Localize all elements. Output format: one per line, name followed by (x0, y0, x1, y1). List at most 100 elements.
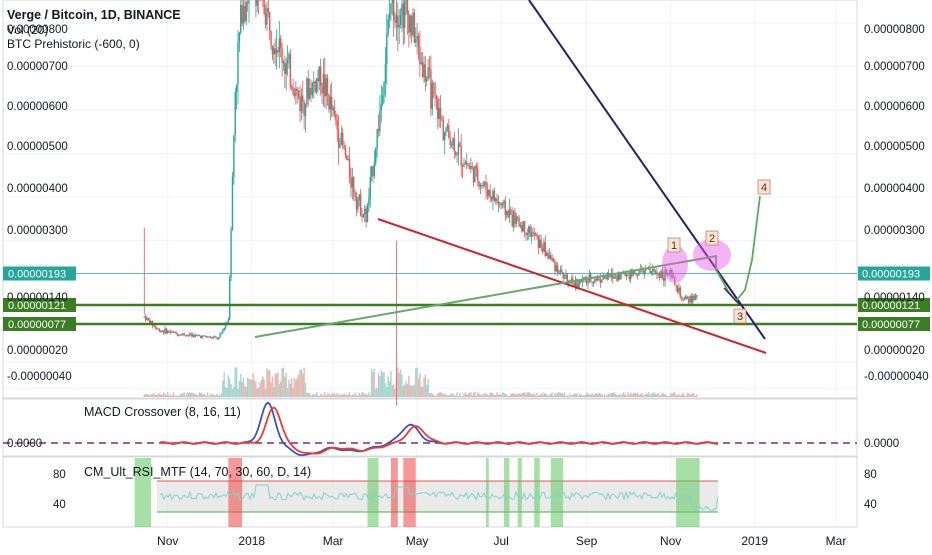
volume-bar-64 (231, 388, 234, 397)
volume-bar-71 (241, 381, 243, 397)
candle-body-158 (361, 215, 363, 217)
rsi-shade-1 (228, 458, 243, 527)
volume-bar-63 (230, 384, 232, 397)
volume-bar-59 (224, 387, 227, 397)
volume-bar-270 (515, 394, 518, 397)
volume-bar-12 (160, 394, 162, 397)
candle-body-8 (154, 325, 157, 328)
candle-body-356 (634, 269, 636, 274)
volume-bar-315 (577, 395, 580, 397)
volume-bar-288 (540, 392, 542, 397)
candle-body-218 (443, 132, 446, 141)
candle-body-61 (227, 319, 230, 323)
candle-body-352 (628, 275, 631, 280)
volume-bar-292 (545, 394, 548, 397)
volume-bar-236 (468, 392, 471, 397)
candle-body-128 (319, 66, 322, 87)
volume-bar-329 (596, 393, 599, 397)
candle-body-178 (388, 13, 391, 20)
right-price-tick-3: 0.00000500 (864, 141, 925, 153)
candle-body-401 (696, 295, 698, 298)
volume-bar-105 (288, 379, 290, 397)
volume-bar-162 (366, 394, 369, 397)
candlesticks[interactable] (143, 0, 698, 406)
candle-body-46 (206, 336, 209, 338)
time-tick-0: Nov (157, 534, 178, 548)
candle-body-343 (616, 276, 618, 281)
candle-body-106 (289, 53, 292, 87)
candle-body-164 (369, 176, 371, 198)
volume-bar-115 (302, 373, 304, 397)
volume-bar-130 (322, 395, 325, 397)
volume-bar-147 (346, 395, 348, 397)
circle-annotation-2 (693, 239, 731, 271)
volume-bar-237 (470, 392, 472, 397)
volume-bar-114 (300, 369, 303, 397)
candle-body-170 (377, 129, 380, 132)
annotations[interactable]: 1 2 3 4 (662, 179, 771, 324)
volume-bar-51 (213, 395, 216, 397)
volume-bar-254 (493, 394, 495, 397)
volume-bar-398 (691, 392, 694, 397)
candle-body-304 (562, 272, 564, 279)
volume-bar-185 (398, 372, 400, 397)
candle-body-239 (472, 167, 475, 183)
volume-bar-28 (182, 393, 184, 397)
candle-body-115 (302, 95, 304, 102)
candle-body-333 (602, 275, 604, 280)
volume-bar-181 (392, 383, 395, 397)
volume-bar-174 (383, 372, 385, 397)
candle-body-273 (519, 225, 522, 227)
volume-bar-39 (197, 395, 199, 397)
volume-bar-302 (559, 393, 562, 397)
volume-bar-146 (344, 394, 347, 397)
volume-bar-228 (457, 395, 460, 397)
volume-bar-243 (478, 393, 480, 397)
volume-bar-53 (216, 393, 219, 397)
support-levels[interactable]: 0.00000193 0.00000193 0.00000121 0.00000121… (3, 266, 930, 332)
time-tick-2: Mar (323, 534, 344, 548)
circle-annotation-1 (662, 245, 688, 283)
candle-body-39 (197, 334, 199, 336)
current-price-left-tag (3, 266, 76, 281)
volume-bar-352 (628, 394, 631, 397)
candle-body-71 (241, 4, 243, 24)
candle-body-235 (467, 165, 469, 167)
volume-bar-180 (391, 385, 394, 397)
volume-bar-194 (410, 385, 413, 397)
volume-bar-57 (222, 380, 224, 397)
volume-bar-204 (424, 374, 427, 397)
volume-bar-293 (547, 395, 549, 397)
chart-title: Verge / Bitcoin, 1D, BINANCE (7, 8, 181, 22)
time-tick-5: Sep (576, 534, 598, 548)
candle-body-204 (424, 64, 427, 82)
time-axis[interactable]: Nov 2018 Mar May Jul Sep Nov 2019 Mar (157, 534, 846, 548)
candle-body-138 (333, 107, 336, 114)
candle-body-127 (318, 66, 320, 82)
candle-body-353 (629, 269, 632, 280)
volume-bar-49 (211, 394, 213, 397)
volume-bar-152 (353, 395, 355, 397)
candle-body-135 (329, 96, 332, 110)
candle-body-121 (310, 88, 312, 96)
volume-bar-164 (369, 395, 371, 397)
volume-bar-394 (686, 393, 688, 397)
candle-body-211 (434, 84, 436, 96)
volume-bar-171 (379, 375, 381, 397)
candle-body-236 (468, 165, 471, 170)
trendlines[interactable] (254, 0, 767, 354)
candle-body-144 (342, 132, 344, 145)
price-axes[interactable]: 0.00000800 0.00000800 0.00000700 0.00000700… (7, 24, 929, 511)
volume-bar-34 (190, 392, 192, 397)
candle-body-229 (459, 143, 461, 147)
volume-bar-144 (342, 394, 344, 397)
volume-bar-239 (472, 392, 475, 397)
candle-body-231 (461, 165, 464, 168)
candle-body-38 (195, 334, 198, 336)
candle-body-23 (175, 331, 177, 334)
volume-bar-103 (285, 372, 287, 397)
volume-bar-177 (387, 376, 389, 397)
pane-borders (2, 0, 858, 528)
